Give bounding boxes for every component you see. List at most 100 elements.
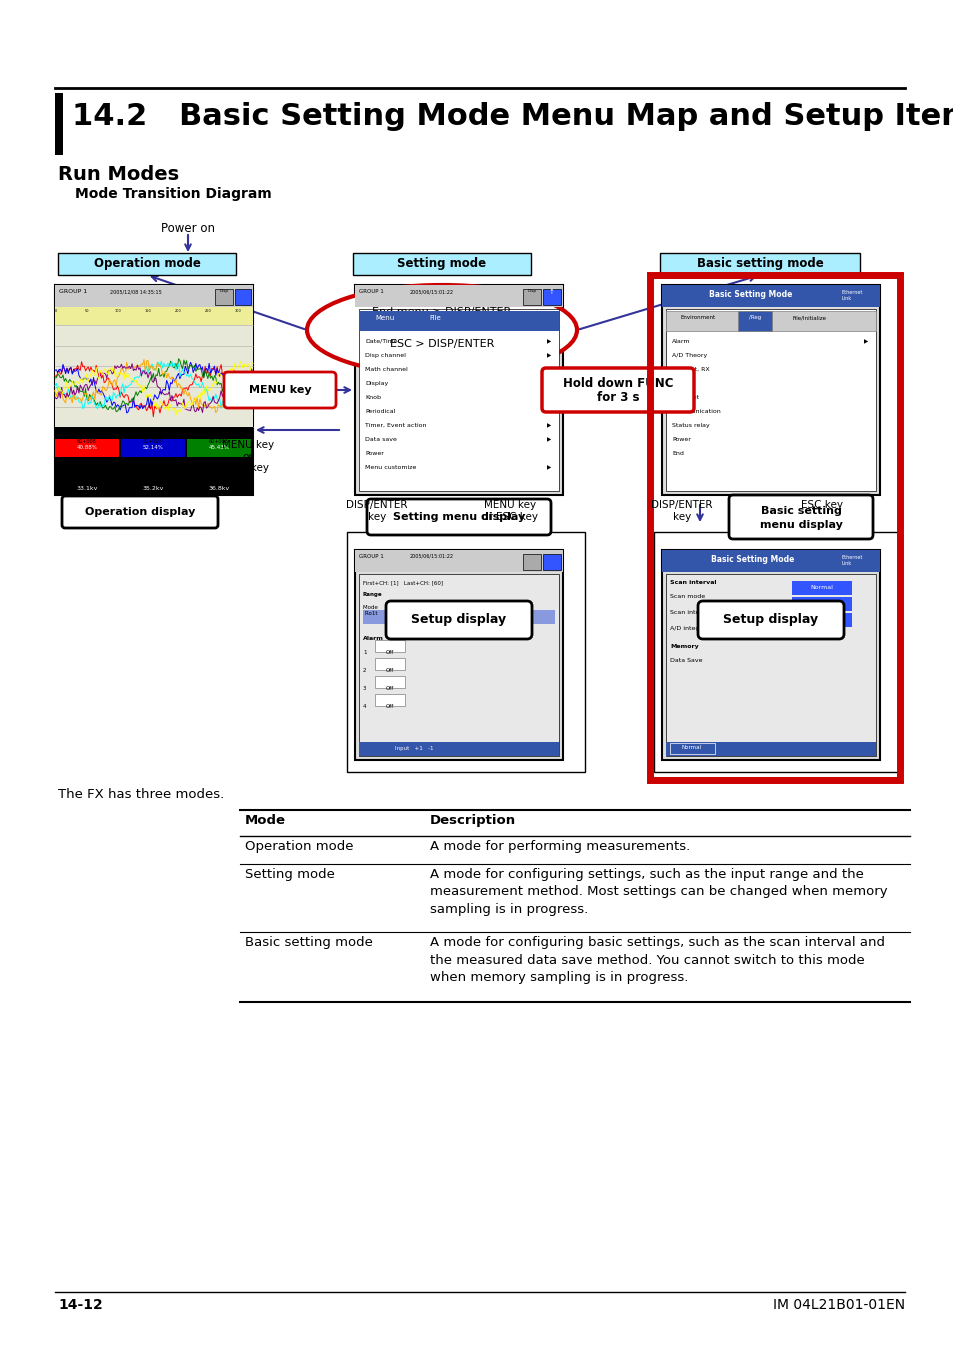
Text: ESC key: ESC key (801, 500, 842, 510)
Bar (791, 613, 851, 626)
Text: 52.14%: 52.14% (142, 446, 163, 451)
Text: Basic setting mode: Basic setting mode (696, 258, 822, 270)
Text: Off: Off (385, 686, 394, 691)
Text: 250: 250 (205, 309, 212, 313)
Text: Communication: Communication (671, 409, 721, 414)
Text: Knob: Knob (365, 396, 380, 400)
FancyBboxPatch shape (224, 373, 335, 408)
Text: Basic Setting Mode: Basic Setting Mode (709, 290, 792, 298)
Bar (214, 289, 233, 305)
Text: Data Save: Data Save (669, 657, 701, 663)
Bar (55, 427, 253, 495)
Bar (661, 285, 879, 306)
Text: Periodical: Periodical (365, 409, 395, 414)
Text: ▶: ▶ (862, 339, 867, 344)
Text: MENU key: MENU key (249, 385, 311, 396)
Text: 33.1kv: 33.1kv (76, 486, 97, 491)
Text: Setup display: Setup display (411, 613, 506, 626)
Text: ↑: ↑ (549, 289, 555, 296)
Bar (55, 439, 119, 458)
Text: 0: 0 (55, 309, 57, 313)
Bar (375, 640, 405, 652)
Text: /Reg: /Reg (748, 315, 760, 320)
Bar (649, 275, 899, 780)
Text: 2005/12/08 14:35:15: 2005/12/08 14:35:15 (110, 289, 162, 294)
Text: Normal: Normal (810, 586, 833, 590)
Text: GROUP 1: GROUP 1 (358, 554, 383, 559)
FancyBboxPatch shape (367, 500, 551, 535)
Text: Off: Off (385, 703, 394, 709)
FancyBboxPatch shape (728, 495, 872, 539)
Text: Menu customize: Menu customize (365, 464, 416, 470)
Text: 60+008: 60+008 (77, 439, 97, 444)
Text: Basic setting mode: Basic setting mode (245, 936, 373, 949)
Text: Memory: Memory (669, 644, 698, 649)
Bar (358, 310, 558, 331)
Text: GROUP 1: GROUP 1 (358, 289, 383, 294)
Bar (234, 289, 251, 305)
Text: Alarm: Alarm (363, 636, 383, 641)
Text: 100: 100 (115, 309, 122, 313)
Bar (358, 309, 558, 491)
FancyBboxPatch shape (698, 601, 843, 639)
Text: Setting mode: Setting mode (397, 258, 486, 270)
Text: Run Modes: Run Modes (58, 165, 179, 184)
Bar (665, 309, 875, 491)
Text: A mode for configuring settings, such as the input range and the
measurement met: A mode for configuring settings, such as… (430, 868, 886, 917)
Text: Menu: Menu (375, 315, 395, 321)
Bar (659, 252, 859, 275)
Text: A/D integrate: A/D integrate (669, 626, 712, 630)
Text: ▶: ▶ (546, 437, 551, 441)
Text: Off: Off (385, 668, 394, 674)
Text: 60+008: 60+008 (143, 439, 163, 444)
Text: Ethernet
Link: Ethernet Link (841, 290, 862, 301)
Text: Time set: Time set (671, 396, 699, 400)
Text: File: File (429, 315, 440, 321)
Text: DISP/ENTER
key: DISP/ENTER key (346, 500, 407, 521)
Text: GROUP 1: GROUP 1 (59, 289, 87, 294)
FancyBboxPatch shape (62, 495, 218, 528)
Text: Report: Report (671, 381, 692, 386)
Text: Range: Range (363, 593, 382, 597)
Text: ▶: ▶ (546, 464, 551, 470)
Text: Ethernet
Link: Ethernet Link (841, 555, 862, 566)
Text: Timer, Event action: Timer, Event action (365, 423, 426, 428)
Bar (55, 306, 253, 325)
Text: MENU key
or ESC key: MENU key or ESC key (481, 500, 537, 521)
Ellipse shape (307, 285, 577, 375)
Bar (665, 310, 875, 331)
Bar (355, 549, 562, 760)
Bar (355, 549, 562, 572)
Bar (738, 310, 771, 331)
Bar (363, 610, 555, 624)
Bar (522, 289, 540, 305)
Bar (187, 439, 251, 458)
Bar (669, 743, 714, 755)
Text: 300: 300 (234, 309, 241, 313)
Text: 60+008: 60+008 (209, 439, 229, 444)
Text: for 3 s: for 3 s (597, 392, 639, 405)
Text: First+CH: [1]   Last+CH: [60]: First+CH: [1] Last+CH: [60] (363, 580, 442, 585)
Text: ▶: ▶ (546, 352, 551, 358)
Text: 40.88%: 40.88% (76, 446, 97, 451)
Text: Math channel: Math channel (365, 367, 407, 373)
Bar (358, 743, 558, 756)
Text: Power: Power (671, 437, 690, 441)
Bar (375, 657, 405, 670)
Text: Mode     Range  Span_L   Span_U: Mode Range Span_L Span_U (363, 603, 453, 610)
Text: Setting mode: Setting mode (245, 868, 335, 882)
Text: Basic setting: Basic setting (760, 506, 841, 516)
Bar (542, 289, 560, 305)
Text: DISP/ENTER
key: DISP/ENTER key (651, 500, 712, 521)
Text: Scan interval: Scan interval (669, 610, 711, 616)
Text: Disp: Disp (527, 289, 536, 293)
Text: 1: 1 (363, 649, 366, 655)
Text: ▶: ▶ (546, 423, 551, 428)
Text: Setting menu display: Setting menu display (393, 512, 524, 522)
Text: IM 04L21B01-01EN: IM 04L21B01-01EN (772, 1297, 904, 1312)
Bar (355, 285, 562, 495)
Text: Scan mode: Scan mode (669, 594, 704, 599)
Text: Power: Power (365, 451, 383, 456)
Text: Off: Off (385, 649, 394, 655)
FancyBboxPatch shape (386, 601, 532, 639)
